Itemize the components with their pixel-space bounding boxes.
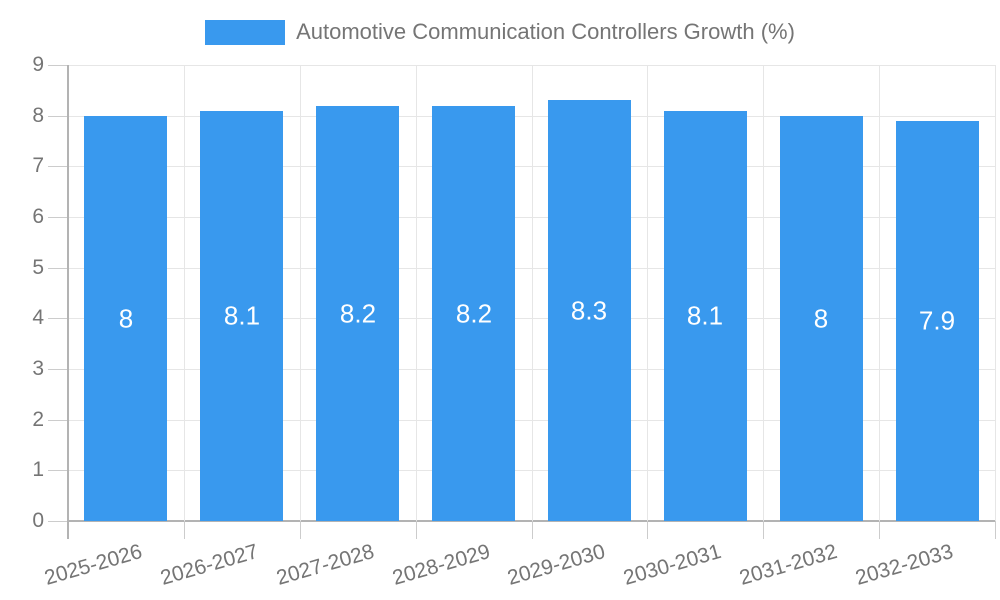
y-axis-tick-label: 4 [32,306,44,329]
x-tick [416,521,417,539]
x-tick [532,521,533,539]
bar[interactable] [780,116,863,521]
legend-label: Automotive Communication Controllers Gro… [296,19,795,44]
v-gridline [647,65,648,521]
x-axis-tick-label: 2027-2028 [273,540,377,590]
y-tick [48,470,68,471]
x-axis-line [68,520,995,522]
bar[interactable] [548,100,631,521]
y-tick [48,116,68,117]
x-axis-tick-label: 2031-2032 [736,540,840,590]
y-tick [48,369,68,370]
y-tick [48,268,68,269]
h-gridline [68,369,995,370]
h-gridline [68,65,995,66]
y-tick [48,318,68,319]
bar-value-label: 8.1 [223,300,261,331]
y-tick [48,521,68,522]
bar[interactable] [664,111,747,521]
x-axis-tick-label: 2029-2030 [504,540,608,590]
y-axis-tick-label: 7 [32,154,44,177]
bar[interactable] [200,111,283,521]
x-tick [763,521,764,539]
bar-value-label: 8.3 [570,295,608,326]
bar[interactable] [432,106,515,521]
bar[interactable] [316,106,399,521]
y-axis-tick-label: 8 [32,104,44,127]
h-gridline [68,420,995,421]
x-axis-tick-label: 2030-2031 [620,540,724,590]
y-axis-tick-label: 0 [32,509,44,532]
y-axis-tick-label: 3 [32,357,44,380]
y-tick [48,420,68,421]
y-axis-tick-label: 9 [32,53,44,76]
y-tick [48,166,68,167]
y-axis-tick-label: 2 [32,408,44,431]
v-gridline [879,65,880,521]
v-gridline [763,65,764,521]
bar-value-label: 8.2 [455,298,493,329]
x-axis-tick-label: 2025-2026 [41,540,145,590]
v-gridline [532,65,533,521]
v-gridline [184,65,185,521]
x-axis-tick-label: 2028-2029 [389,540,493,590]
h-gridline [68,116,995,117]
h-gridline [68,166,995,167]
bar[interactable] [896,121,979,521]
x-tick [879,521,880,539]
legend-swatch [205,19,286,45]
bar-value-label: 8 [118,303,134,334]
bar-value-label: 8 [813,303,829,334]
bar-value-label: 8.2 [339,298,377,329]
x-tick [300,521,301,539]
x-tick [647,521,648,539]
x-tick [995,521,996,539]
x-axis-tick-label: 2026-2027 [157,540,261,590]
bar-value-label: 8.1 [686,300,724,331]
bar[interactable] [84,116,167,521]
legend[interactable]: Automotive Communication Controllers Gro… [0,19,1000,45]
y-axis-tick-label: 5 [32,256,44,279]
y-axis-tick-label: 6 [32,205,44,228]
h-gridline [68,470,995,471]
y-tick [48,65,68,66]
x-axis-tick-label: 2032-2033 [852,540,956,590]
v-gridline [300,65,301,521]
y-tick [48,217,68,218]
y-axis-tick-label: 1 [32,458,44,481]
bar-value-label: 7.9 [918,305,956,336]
y-axis-line [67,65,69,539]
x-tick [184,521,185,539]
h-gridline [68,268,995,269]
h-gridline [68,318,995,319]
v-gridline [416,65,417,521]
h-gridline [68,217,995,218]
v-gridline [995,65,996,521]
